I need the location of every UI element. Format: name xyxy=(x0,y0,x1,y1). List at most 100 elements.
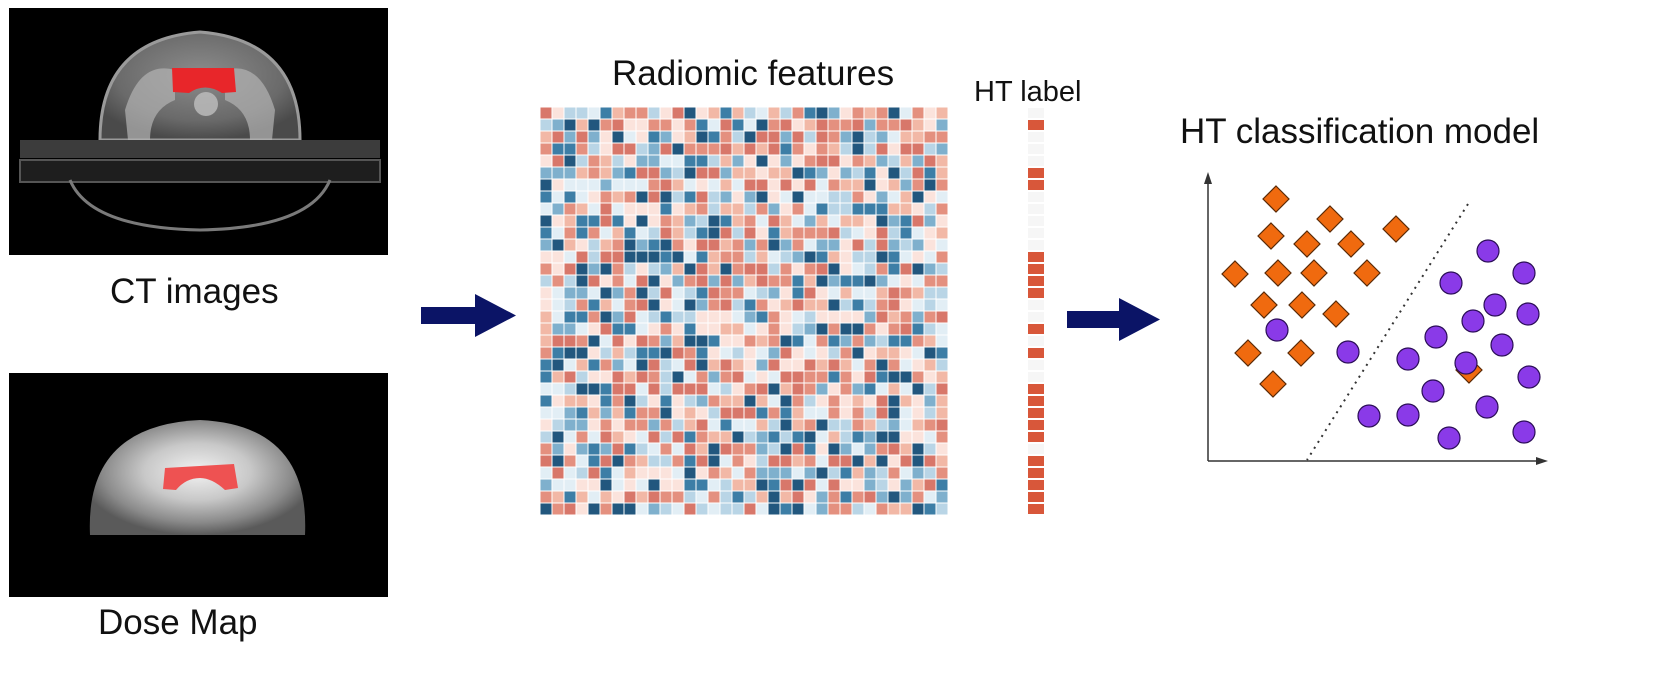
heatmap-cell xyxy=(828,167,840,179)
heatmap-cell xyxy=(864,431,876,443)
heatmap-cell xyxy=(876,227,888,239)
heatmap-cell xyxy=(756,239,768,251)
heatmap-cell xyxy=(900,299,912,311)
heatmap-cell xyxy=(552,491,564,503)
heatmap-cell xyxy=(936,359,948,371)
heatmap-cell xyxy=(768,443,780,455)
heatmap-cell xyxy=(660,155,672,167)
heatmap-cell xyxy=(696,335,708,347)
heatmap-cell xyxy=(768,491,780,503)
ht-label-segment xyxy=(1028,324,1044,334)
heatmap-cell xyxy=(624,491,636,503)
heatmap-cell xyxy=(672,311,684,323)
heatmap-cell xyxy=(576,359,588,371)
heatmap-cell xyxy=(540,251,552,263)
heatmap-cell xyxy=(648,479,660,491)
heatmap-cell xyxy=(552,179,564,191)
heatmap-cell xyxy=(936,323,948,335)
heatmap-cell xyxy=(540,335,552,347)
heatmap-cell xyxy=(552,191,564,203)
heatmap-cell xyxy=(588,227,600,239)
heatmap-cell xyxy=(672,131,684,143)
heatmap-cell xyxy=(636,455,648,467)
heatmap-cell xyxy=(852,335,864,347)
heatmap-cell xyxy=(672,407,684,419)
heatmap-cell xyxy=(648,383,660,395)
heatmap-cell xyxy=(696,371,708,383)
heatmap-cell xyxy=(936,311,948,323)
heatmap-cell xyxy=(720,419,732,431)
heatmap-cell xyxy=(720,131,732,143)
heatmap-cell xyxy=(876,467,888,479)
heatmap-cell xyxy=(636,491,648,503)
heatmap-cell xyxy=(648,455,660,467)
heatmap-cell xyxy=(648,155,660,167)
heatmap-cell xyxy=(768,359,780,371)
heatmap-cell xyxy=(792,251,804,263)
heatmap-cell xyxy=(696,203,708,215)
radiomic-features-title: Radiomic features xyxy=(612,54,895,93)
heatmap-cell xyxy=(552,203,564,215)
ht-label-segment xyxy=(1028,492,1044,502)
heatmap-cell xyxy=(924,287,936,299)
heatmap-cell xyxy=(852,215,864,227)
heatmap-cell xyxy=(624,203,636,215)
heatmap-cell xyxy=(648,431,660,443)
heatmap-cell xyxy=(924,227,936,239)
heatmap-cell xyxy=(672,443,684,455)
heatmap-cell xyxy=(864,203,876,215)
heatmap-cell xyxy=(540,299,552,311)
heatmap-cell xyxy=(732,311,744,323)
heatmap-cell xyxy=(660,443,672,455)
heatmap-cell xyxy=(876,311,888,323)
heatmap-cell xyxy=(816,299,828,311)
heatmap-cell xyxy=(684,227,696,239)
heatmap-cell xyxy=(888,383,900,395)
heatmap-cell xyxy=(840,419,852,431)
class-circle-marker xyxy=(1396,403,1420,427)
heatmap-cell xyxy=(576,203,588,215)
heatmap-cell xyxy=(888,119,900,131)
heatmap-cell xyxy=(660,359,672,371)
heatmap-cell xyxy=(828,335,840,347)
heatmap-cell xyxy=(708,179,720,191)
heatmap-cell xyxy=(648,275,660,287)
heatmap-cell xyxy=(864,143,876,155)
heatmap-cell xyxy=(852,107,864,119)
ht-label-segment xyxy=(1028,252,1044,262)
heatmap-cell xyxy=(600,203,612,215)
heatmap-cell xyxy=(888,203,900,215)
heatmap-cell xyxy=(672,299,684,311)
heatmap-cell xyxy=(696,191,708,203)
class-diamond-marker xyxy=(1259,370,1287,398)
heatmap-cell xyxy=(660,419,672,431)
heatmap-cell xyxy=(876,455,888,467)
heatmap-cell xyxy=(612,395,624,407)
heatmap-cell xyxy=(936,179,948,191)
heatmap-cell xyxy=(768,335,780,347)
heatmap-cell xyxy=(684,143,696,155)
heatmap-cell xyxy=(804,335,816,347)
class-circle-marker xyxy=(1490,333,1514,357)
heatmap-cell xyxy=(636,179,648,191)
heatmap-cell xyxy=(552,503,564,515)
class-diamond-marker xyxy=(1300,259,1328,287)
heatmap-cell xyxy=(564,131,576,143)
heatmap-cell xyxy=(552,431,564,443)
heatmap-cell xyxy=(696,143,708,155)
heatmap-cell xyxy=(660,311,672,323)
heatmap-cell xyxy=(732,479,744,491)
heatmap-cell xyxy=(636,143,648,155)
heatmap-cell xyxy=(576,443,588,455)
heatmap-cell xyxy=(672,371,684,383)
heatmap-cell xyxy=(924,347,936,359)
heatmap-cell xyxy=(612,179,624,191)
heatmap-cell xyxy=(852,143,864,155)
heatmap-cell xyxy=(924,407,936,419)
heatmap-cell xyxy=(828,131,840,143)
heatmap-cell xyxy=(792,395,804,407)
heatmap-cell xyxy=(864,419,876,431)
heatmap-cell xyxy=(732,407,744,419)
class-circle-marker xyxy=(1396,347,1420,371)
heatmap-cell xyxy=(924,323,936,335)
